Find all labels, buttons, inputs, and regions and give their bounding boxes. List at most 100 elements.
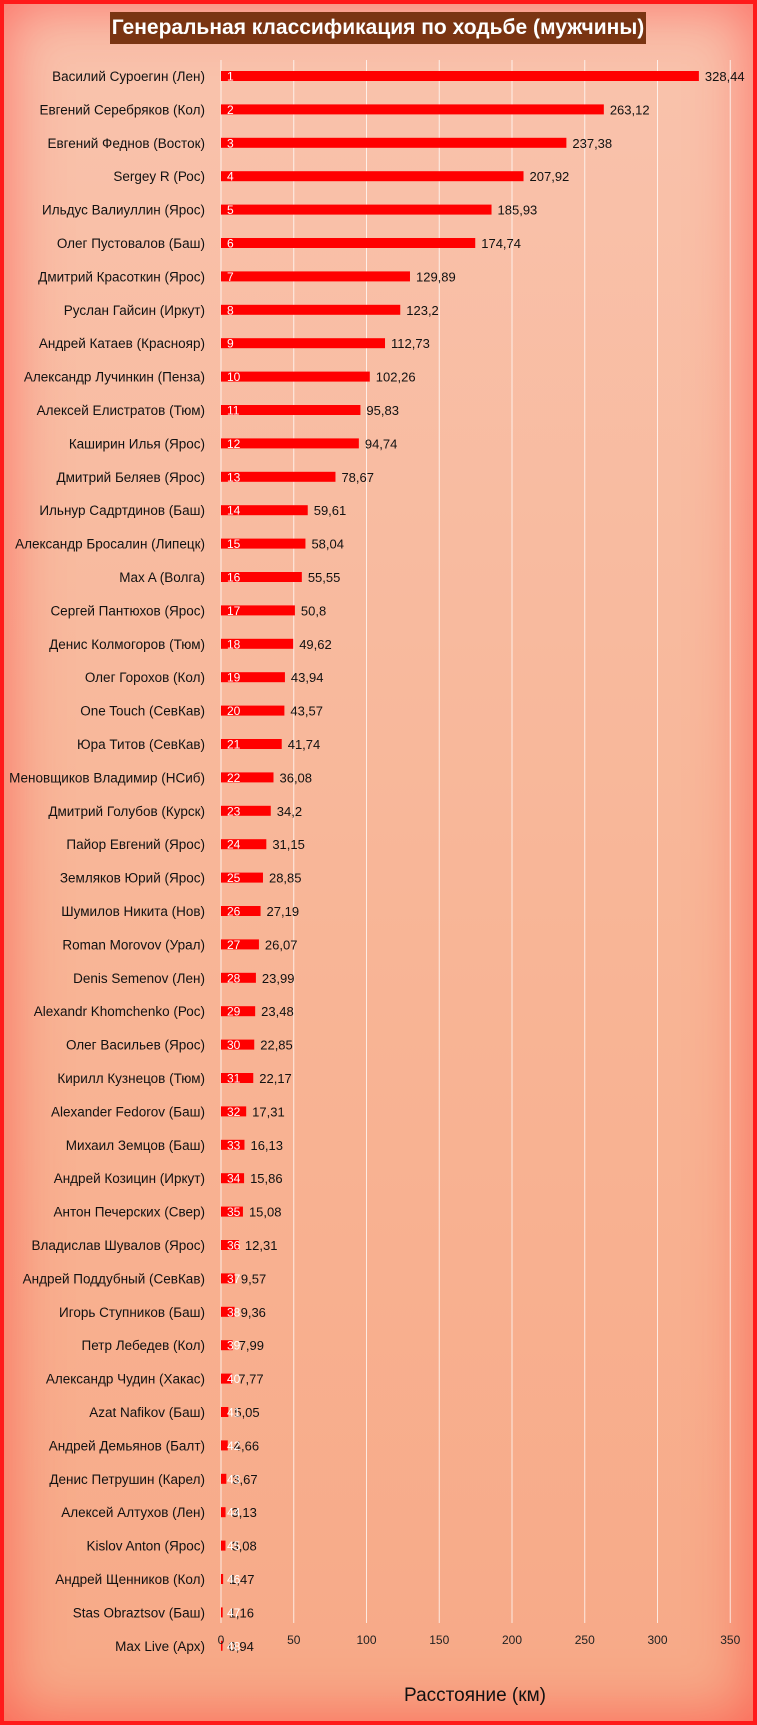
bar — [221, 1574, 224, 1584]
data-label: 27,19 — [267, 904, 300, 919]
bar — [221, 1407, 229, 1417]
rank-label: 9 — [227, 337, 234, 351]
data-label: 15,86 — [250, 1171, 283, 1186]
category-label: Михаил Земцов (Баш) — [66, 1138, 205, 1153]
rank-label: 29 — [227, 1005, 241, 1019]
category-label: Kislov Anton (Ярос) — [86, 1539, 205, 1554]
rank-label: 8 — [227, 303, 234, 317]
category-label: Александр Чудин (Хакас) — [46, 1372, 205, 1387]
bar — [221, 71, 699, 81]
data-label: 7,99 — [239, 1338, 264, 1353]
rank-label: 32 — [227, 1105, 241, 1119]
bar — [221, 1240, 239, 1250]
data-label: 26,07 — [265, 937, 298, 952]
category-label: Alexandr Khomchenko (Рос) — [34, 1004, 205, 1019]
rank-label: 25 — [227, 871, 241, 885]
data-label: 49,62 — [299, 637, 332, 652]
category-label: Петр Лебедев (Кол) — [82, 1338, 205, 1353]
category-label: Denis Semenov (Лен) — [73, 971, 205, 986]
category-label: Roman Morovov (Урал) — [62, 937, 205, 952]
category-label: Sergey R (Рос) — [113, 169, 205, 184]
category-label: Stas Obraztsov (Баш) — [73, 1605, 205, 1620]
category-label: Ильнур Садртдинов (Баш) — [39, 503, 205, 518]
rank-label: 38 — [227, 1305, 241, 1319]
category-label: Max Live (Арх) — [115, 1639, 205, 1654]
category-label: Олег Васильев (Ярос) — [66, 1038, 205, 1053]
rank-label: 4 — [227, 170, 234, 184]
rank-label: 6 — [227, 237, 234, 251]
category-label: Дмитрий Голубов (Курск) — [48, 804, 205, 819]
category-label: Денис Петрушин (Карел) — [49, 1472, 205, 1487]
category-label: Max A (Волга) — [119, 570, 205, 585]
bar — [221, 471, 336, 482]
rank-label: 48 — [227, 1639, 241, 1653]
x-tick-label: 100 — [356, 1633, 376, 1647]
rank-label: 42 — [227, 1439, 241, 1453]
data-label: 28,85 — [269, 871, 302, 886]
category-label: Василий Суроегин (Лен) — [52, 69, 205, 84]
rank-label: 12 — [227, 437, 241, 451]
rank-label: 33 — [227, 1138, 241, 1152]
rank-label: 46 — [227, 1573, 241, 1587]
category-label: Юра Титов (СевКав) — [77, 737, 205, 752]
data-label: 7,77 — [238, 1372, 263, 1387]
rank-label: 21 — [227, 738, 241, 752]
rank-label: 28 — [227, 971, 241, 985]
data-label: 23,99 — [262, 971, 295, 986]
category-label: Олег Горохов (Кол) — [85, 670, 205, 685]
bar — [221, 872, 263, 883]
rank-label: 18 — [227, 637, 241, 651]
bar — [221, 1340, 233, 1351]
category-label: Руслан Гайсин (Иркут) — [64, 303, 205, 318]
rank-label: 23 — [227, 804, 241, 818]
category-label: One Touch (СевКав) — [80, 704, 205, 719]
rank-label: 11 — [227, 404, 240, 418]
category-label: Евгений Серебряков (Кол) — [39, 102, 205, 117]
category-label: Дмитрий Беляев (Ярос) — [56, 470, 205, 485]
bar — [221, 104, 604, 115]
bar — [221, 638, 294, 649]
bar — [221, 171, 524, 182]
bar — [221, 137, 567, 148]
rank-label: 22 — [227, 771, 241, 785]
rank-label: 45 — [227, 1539, 241, 1553]
data-label: 41,74 — [288, 737, 321, 752]
bar — [221, 605, 295, 616]
x-tick-label: 350 — [720, 1633, 740, 1647]
x-tick-label: 250 — [575, 1633, 595, 1647]
data-label: 5,05 — [234, 1405, 259, 1420]
data-label: 78,67 — [341, 470, 374, 485]
data-label: 22,17 — [259, 1071, 292, 1086]
rank-label: 47 — [227, 1606, 241, 1620]
x-tick-label: 150 — [429, 1633, 449, 1647]
bar — [221, 739, 282, 749]
data-label: 22,85 — [260, 1038, 293, 1053]
data-label: 129,89 — [416, 269, 456, 284]
rank-label: 41 — [227, 1406, 241, 1420]
rank-label: 2 — [227, 103, 234, 117]
category-label: Владислав Шувалов (Ярос) — [32, 1238, 205, 1253]
rank-label: 19 — [227, 671, 241, 685]
rank-label: 37 — [227, 1272, 241, 1286]
rank-label: 44 — [227, 1506, 241, 1520]
rank-label: 34 — [227, 1172, 241, 1186]
category-label: Андрей Щенников (Кол) — [55, 1572, 205, 1587]
category-label: Александр Бросалин (Липецк) — [15, 537, 205, 552]
bar — [221, 1106, 247, 1117]
rank-label: 40 — [227, 1372, 241, 1386]
category-label: Алексей Алтухов (Лен) — [61, 1505, 205, 1520]
rank-label: 24 — [227, 838, 241, 852]
data-label: 4,66 — [234, 1438, 259, 1453]
bar — [221, 1440, 228, 1451]
data-label: 23,48 — [261, 1004, 294, 1019]
rank-label: 30 — [227, 1038, 241, 1052]
rank-label: 7 — [227, 270, 234, 284]
category-label: Меновщиков Владимир (НСиб) — [9, 770, 205, 785]
rank-label: 5 — [227, 203, 234, 217]
rank-label: 3 — [227, 136, 234, 150]
bar — [221, 405, 361, 415]
data-label: 12,31 — [245, 1238, 278, 1253]
bar — [221, 705, 285, 716]
